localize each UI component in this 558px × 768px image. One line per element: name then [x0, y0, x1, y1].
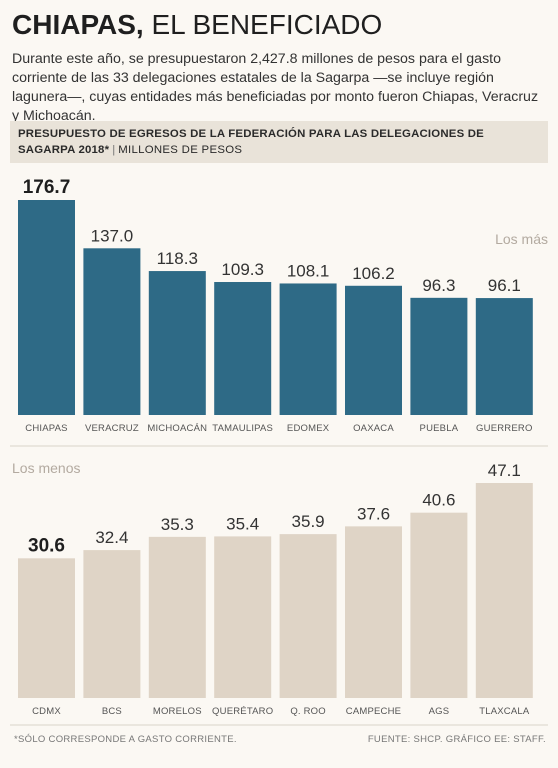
page-title: CHIAPAS, EL BENEFICIADO	[12, 8, 382, 42]
top-value-label-3: 118.3	[157, 249, 198, 268]
bottom-value-label-2: 32.4	[95, 528, 128, 547]
bottom-value-label-1: 30.6	[28, 535, 65, 556]
title-bold: CHIAPAS,	[12, 9, 144, 40]
chart-unit: MILLONES DE PESOS	[118, 144, 243, 156]
top-value-label-5: 108.1	[287, 261, 330, 280]
bottom-value-label-7: 40.6	[422, 491, 455, 510]
top-bar-5	[279, 283, 337, 415]
chart-header-text: PRESUPUESTO DE EGRESOS DE LA FEDERACIÓN …	[18, 126, 518, 158]
top-category-label-8: GUERRERO	[476, 423, 533, 434]
top-bar-3	[148, 271, 206, 415]
bottom-value-label-4: 35.4	[226, 514, 259, 533]
bottom-value-label-5: 35.9	[292, 512, 325, 531]
top-value-label-2: 137.0	[91, 226, 134, 245]
bottom-category-label-8: TLAXCALA	[479, 706, 530, 717]
bottom-value-label-3: 35.3	[161, 515, 194, 534]
bottom-category-label-4: QUERÉTARO	[212, 706, 273, 717]
top-category-label-1: CHIAPAS	[25, 423, 67, 434]
bottom-group-label: Los menos	[12, 460, 80, 476]
bottom-bar-3	[148, 536, 206, 698]
top-value-label-7: 96.3	[422, 276, 455, 295]
top-category-label-4: TAMAULIPAS	[212, 423, 273, 434]
top-bar-6	[345, 285, 402, 415]
top-bar-7	[410, 297, 468, 415]
chart-title-separator: |	[112, 144, 116, 156]
bottom-category-label-5: Q. ROO	[290, 706, 326, 717]
title-rest: EL BENEFICIADO	[143, 9, 383, 40]
top-category-label-6: OAXACA	[353, 423, 394, 434]
chart-header-band: PRESUPUESTO DE EGRESOS DE LA FEDERACIÓN …	[10, 121, 548, 163]
bottom-value-label-6: 37.6	[357, 504, 390, 523]
bottom-value-label-8: 47.1	[488, 461, 521, 480]
bottom-category-label-1: CDMX	[32, 706, 61, 717]
top-bar-1	[18, 200, 75, 415]
bottom-category-label-3: MORELOS	[153, 706, 202, 717]
bottom-bar-2	[83, 550, 141, 698]
bottom-category-label-6: CAMPECHE	[346, 706, 401, 717]
bottom-category-label-7: AGS	[429, 706, 450, 717]
top-bar-2	[83, 248, 141, 415]
bottom-bar-1	[18, 558, 75, 698]
bottom-bar-6	[345, 526, 402, 698]
intro-text: Durante este año, se presupuestaron 2,42…	[12, 51, 539, 124]
top-bar-4	[214, 282, 272, 415]
bottom-category-label-2: BCS	[102, 706, 122, 717]
top-category-label-7: PUEBLA	[420, 423, 459, 434]
bottom-bar-7	[410, 512, 468, 698]
bottom-bar-4	[214, 536, 272, 698]
top-value-label-1: 176.7	[23, 177, 71, 198]
footnote: *SÓLO CORRESPONDE A GASTO CORRIENTE.	[14, 734, 237, 745]
top-category-label-3: MICHOACÁN	[147, 423, 207, 434]
top-category-label-5: EDOMEX	[287, 423, 330, 434]
top-value-label-6: 106.2	[352, 264, 395, 283]
top-bar-8	[475, 298, 533, 415]
top-category-label-2: VERACRUZ	[85, 423, 139, 434]
bottom-bar-8	[475, 483, 533, 698]
chart-title: PRESUPUESTO DE EGRESOS DE LA FEDERACIÓN …	[18, 128, 484, 156]
source-note: FUENTE: SHCP. GRÁFICO EE: STAFF.	[367, 734, 546, 745]
top-value-label-4: 109.3	[221, 260, 264, 279]
top-group-label: Los más	[495, 231, 548, 247]
top-value-label-8: 96.1	[488, 276, 521, 295]
bottom-bar-5	[279, 534, 337, 698]
